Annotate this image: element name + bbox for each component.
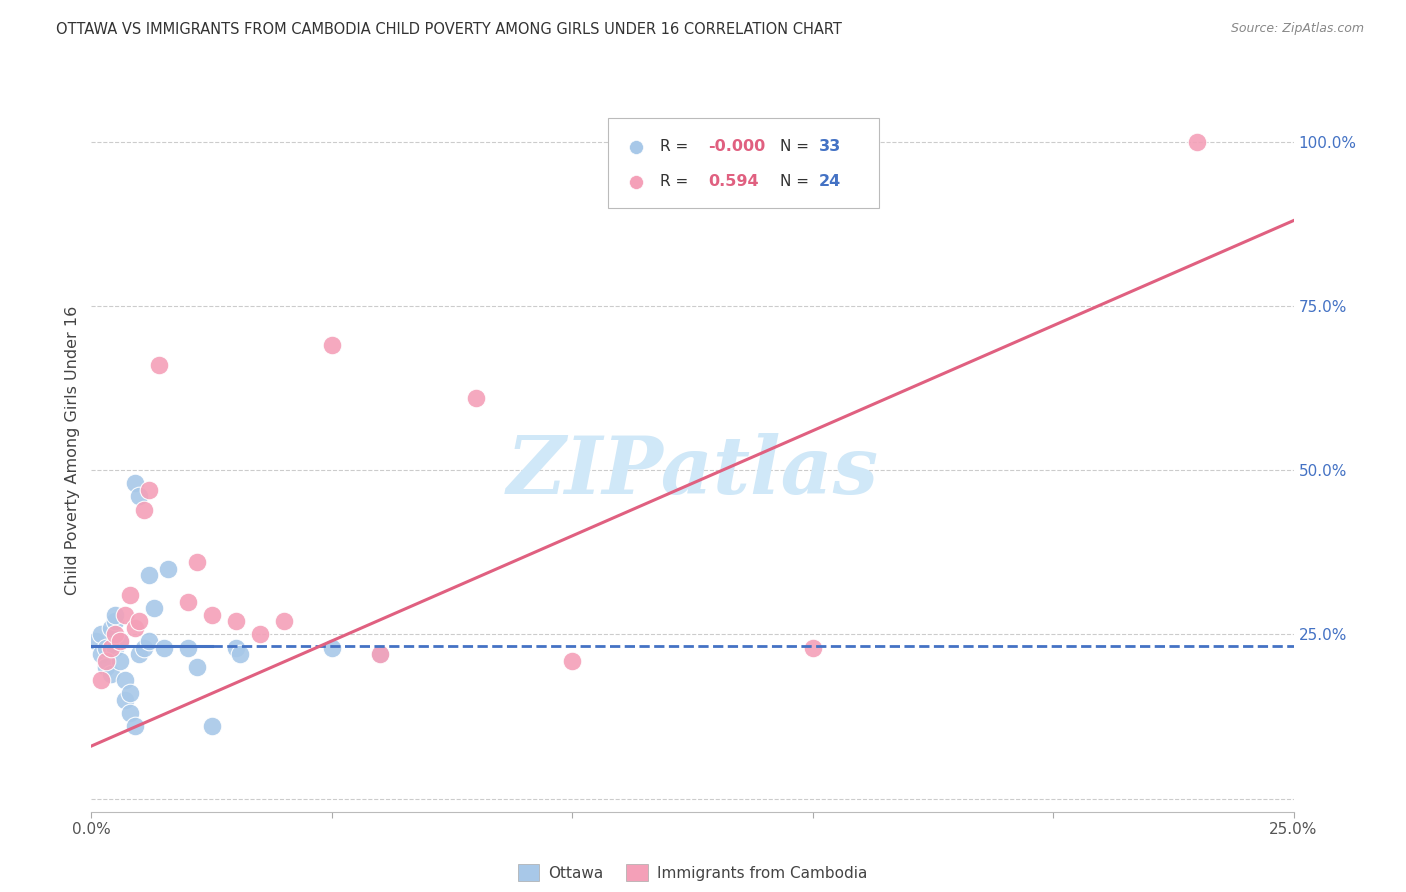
Text: OTTAWA VS IMMIGRANTS FROM CAMBODIA CHILD POVERTY AMONG GIRLS UNDER 16 CORRELATIO: OTTAWA VS IMMIGRANTS FROM CAMBODIA CHILD… [56,22,842,37]
Text: R =: R = [659,174,693,189]
Point [110,634,132,648]
Point [368,647,391,661]
Point [138,568,160,582]
Point [100,666,122,681]
Point [138,634,160,648]
Point [118,706,141,721]
Point [368,647,391,661]
Text: N =: N = [780,174,814,189]
Point [90,647,112,661]
Point [128,614,150,628]
Point [110,654,132,668]
Point [201,719,224,733]
Point [176,594,198,608]
Text: 24: 24 [818,174,841,189]
Point [104,627,127,641]
Point [100,640,122,655]
Point [114,693,136,707]
Point [104,614,127,628]
FancyBboxPatch shape [609,118,879,209]
Text: -0.000: -0.000 [709,139,765,154]
Point [90,627,112,641]
Point [128,490,150,504]
Point [157,562,180,576]
Point [124,621,146,635]
Point [134,640,156,655]
Text: 33: 33 [818,139,841,154]
Text: ZIPatlas: ZIPatlas [506,434,879,511]
Point [142,601,165,615]
Point [128,647,150,661]
Point [124,476,146,491]
Point [84,634,107,648]
Point [118,588,141,602]
Point [249,627,271,641]
Point [225,614,247,628]
Point [321,338,343,352]
Point [118,686,141,700]
Point [104,640,127,655]
Point [176,640,198,655]
Point [104,607,127,622]
Point [94,660,117,674]
Text: 0.594: 0.594 [709,174,759,189]
Point [94,654,117,668]
Legend: Ottawa, Immigrants from Cambodia: Ottawa, Immigrants from Cambodia [512,858,873,888]
Point [801,640,824,655]
Point [148,358,170,372]
Point [114,673,136,688]
Y-axis label: Child Poverty Among Girls Under 16: Child Poverty Among Girls Under 16 [65,306,80,595]
Point [186,555,208,569]
Point [152,640,174,655]
Point [186,660,208,674]
Point [124,719,146,733]
Point [90,673,112,688]
Point [110,634,132,648]
Point [1187,135,1209,149]
Text: R =: R = [659,139,693,154]
Point [134,502,156,516]
Point [100,621,122,635]
Point [561,654,583,668]
Point [273,614,295,628]
Point [114,607,136,622]
Point [465,391,488,405]
Point [321,640,343,655]
Text: N =: N = [780,139,814,154]
Point [229,647,252,661]
Point [94,640,117,655]
Point [225,640,247,655]
Point [201,607,224,622]
Point [138,483,160,497]
Text: Source: ZipAtlas.com: Source: ZipAtlas.com [1230,22,1364,36]
